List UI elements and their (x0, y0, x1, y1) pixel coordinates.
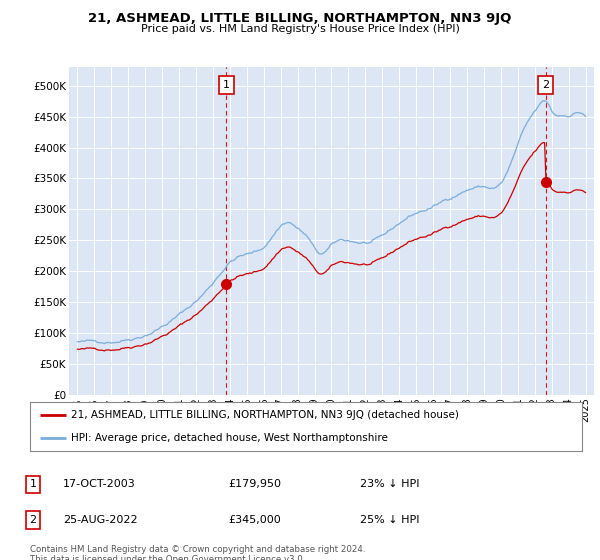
Text: 21, ASHMEAD, LITTLE BILLING, NORTHAMPTON, NN3 9JQ (detached house): 21, ASHMEAD, LITTLE BILLING, NORTHAMPTON… (71, 410, 459, 421)
Text: 2: 2 (29, 515, 37, 525)
Text: 23% ↓ HPI: 23% ↓ HPI (360, 479, 419, 489)
Text: 1: 1 (223, 80, 230, 90)
Text: £345,000: £345,000 (228, 515, 281, 525)
Text: Contains HM Land Registry data © Crown copyright and database right 2024.
This d: Contains HM Land Registry data © Crown c… (30, 545, 365, 560)
Text: 25-AUG-2022: 25-AUG-2022 (63, 515, 137, 525)
Text: HPI: Average price, detached house, West Northamptonshire: HPI: Average price, detached house, West… (71, 433, 388, 444)
Text: 17-OCT-2003: 17-OCT-2003 (63, 479, 136, 489)
Text: 1: 1 (29, 479, 37, 489)
Text: 2: 2 (542, 80, 549, 90)
Text: £179,950: £179,950 (228, 479, 281, 489)
Text: Price paid vs. HM Land Registry's House Price Index (HPI): Price paid vs. HM Land Registry's House … (140, 24, 460, 34)
Text: 21, ASHMEAD, LITTLE BILLING, NORTHAMPTON, NN3 9JQ: 21, ASHMEAD, LITTLE BILLING, NORTHAMPTON… (88, 12, 512, 25)
Text: 25% ↓ HPI: 25% ↓ HPI (360, 515, 419, 525)
